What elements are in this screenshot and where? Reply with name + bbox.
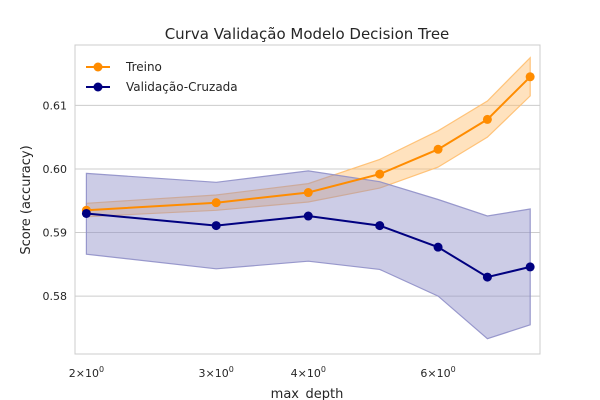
confidence-bands: [85, 56, 531, 340]
x-tick-labels: 2×100 3×100 4×100 6×100: [69, 365, 456, 380]
data-point: [81, 208, 91, 218]
x-tick-ten: 10: [85, 367, 99, 380]
data-point: [482, 272, 492, 282]
data-point: [375, 221, 385, 231]
y-tick-labels: 0.58 0.59 0.60 0.61: [43, 99, 68, 303]
y-tick-label: 0.60: [43, 163, 68, 176]
series-points: [81, 72, 535, 282]
x-tick-exponent: 0: [451, 365, 456, 374]
data-point: [303, 188, 313, 198]
data-point: [433, 144, 443, 154]
x-tick-ten: 10: [437, 367, 451, 380]
confidence-band-1: [85, 170, 531, 340]
legend-swatch-marker: [93, 62, 103, 72]
x-tick-times: ×: [206, 367, 215, 380]
y-tick-label: 0.61: [43, 99, 68, 112]
x-axis-label: max_depth: [271, 387, 344, 400]
data-point: [303, 211, 313, 221]
x-tick-times: ×: [298, 367, 307, 380]
data-point: [525, 72, 535, 82]
legend: Treino Validação-Cruzada: [86, 60, 238, 94]
x-tick-ten: 10: [307, 367, 321, 380]
x-tick-exponent: 0: [99, 365, 104, 374]
legend-label: Treino: [125, 60, 162, 74]
legend-swatch-marker: [93, 82, 103, 92]
x-tick-times: ×: [76, 367, 85, 380]
x-tick-base: 4: [291, 367, 298, 380]
x-tick-exponent: 0: [229, 365, 234, 374]
x-tick-ten: 10: [215, 367, 229, 380]
x-tick-label: 4×100: [291, 365, 326, 380]
x-tick-times: ×: [427, 367, 436, 380]
y-axis-label: Score (accuracy): [19, 145, 34, 254]
grid: [75, 104, 540, 297]
confidence-band-0: [85, 56, 531, 218]
data-point: [211, 221, 221, 231]
x-tick-label: 3×100: [199, 365, 234, 380]
x-tick-exponent: 0: [321, 365, 326, 374]
x-tick-base: 6: [420, 367, 427, 380]
x-tick-label: 2×100: [69, 365, 104, 380]
y-tick-label: 0.59: [43, 227, 68, 240]
data-point: [482, 114, 492, 124]
y-tick-label: 0.58: [43, 290, 68, 303]
data-point: [211, 198, 221, 208]
x-tick-base: 3: [199, 367, 206, 380]
legend-label: Validação-Cruzada: [126, 80, 238, 94]
data-point: [525, 262, 535, 272]
x-tick-label: 6×100: [420, 365, 455, 380]
data-point: [433, 242, 443, 252]
plot-frame: [74, 44, 541, 355]
data-point: [375, 169, 385, 179]
chart-title: Curva Validação Modelo Decision Tree: [165, 25, 450, 43]
x-tick-base: 2: [69, 367, 76, 380]
